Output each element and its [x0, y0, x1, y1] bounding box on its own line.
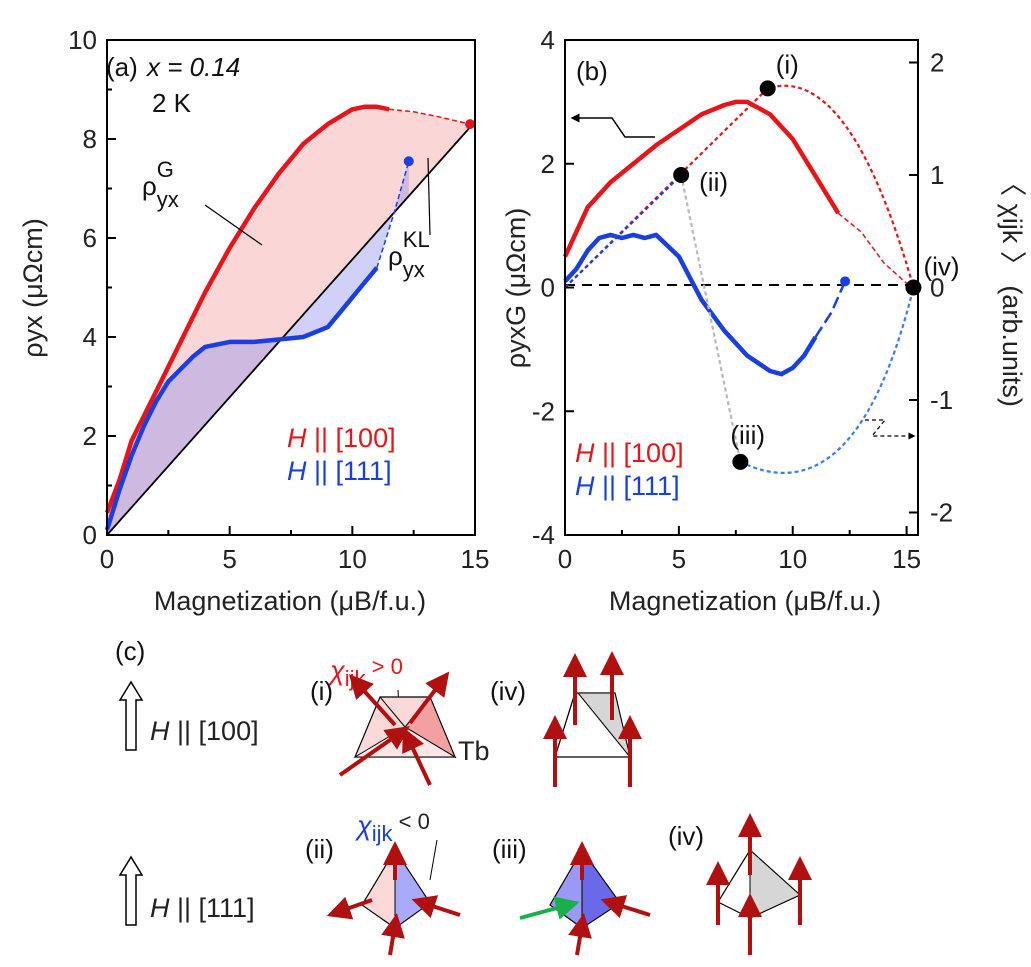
series-100-line-a [104, 104, 390, 514]
legend-a-100: H || [100] [287, 423, 396, 453]
field-arrow-111-icon [118, 855, 144, 926]
y-tick-label-a: 10 [68, 25, 97, 55]
endpoint-100-a [465, 119, 476, 130]
chi-point [673, 167, 690, 183]
series-111-extrap-b [814, 280, 847, 338]
series-100-line-b [562, 99, 841, 258]
y-tick-label-b: 2 [541, 149, 555, 179]
endpoint-111-a [403, 156, 414, 167]
right-axis-arrow [865, 419, 916, 440]
x-tick-label-a: 0 [100, 544, 114, 574]
y-tick-label-a: 2 [83, 421, 97, 451]
chi-transition-line [680, 174, 742, 463]
series-100-extrap-a [389, 108, 471, 125]
left-axis-arrow [570, 113, 655, 138]
tetrahedron-iv-100: (iv) [490, 651, 642, 787]
legend-a-111: H || [111] [287, 456, 392, 486]
fill-area-111 [107, 161, 409, 536]
rho-g-label: ρyxG [142, 157, 179, 212]
y-tick-label-b: 0 [541, 273, 555, 303]
y-tick-label-b: -4 [532, 520, 555, 550]
field-label-111: H || [111] [150, 893, 255, 923]
field-label-100: H || [100] [150, 716, 259, 746]
panel-b-label: (b) [576, 56, 608, 86]
series-rho-kl-line [106, 121, 476, 536]
legend-b-111: H || [111] [575, 471, 680, 501]
tetrahedron-iv-111: (iv) [668, 813, 812, 955]
y-tick-label-a: 0 [83, 520, 97, 550]
chi-point [759, 80, 776, 97]
tile-i-label: (i) [310, 676, 333, 706]
tile-iv-100-label: (iv) [490, 676, 526, 706]
panel-b-ylabel: ρyxG (μΩcm) [501, 208, 531, 369]
tetrahedron-iii: (iii) [492, 834, 651, 956]
panel-a: 0 5 10 15 0 2 4 6 8 10 (a) x = 0.14 2 K ρyxG ρyxK… [18, 25, 489, 616]
x-tick-label-b: 10 [778, 544, 807, 574]
panel-a-xlabel: Magnetization (μB/f.u.) [154, 586, 426, 616]
tile-iv-111-label: (iv) [668, 821, 704, 851]
x-tick-label-a: 10 [338, 544, 367, 574]
y2-tick-label: 1 [930, 160, 944, 190]
x-tick-label-a: 5 [222, 544, 236, 574]
y2-tick-label: -2 [930, 498, 953, 528]
x-tick-label-a: 15 [461, 544, 490, 574]
rho-g-leader [204, 204, 263, 246]
tetrahedron-ii: (ii) [305, 834, 461, 956]
panel-b-y2label: 〈 χijk 〉 (arb.units) [997, 169, 1027, 407]
y2-tick-label: 2 [930, 48, 944, 78]
chi-curve-100 [564, 84, 915, 289]
chi-point-label: (iii) [730, 420, 765, 450]
tile-iii-label: (iii) [492, 834, 527, 864]
panel-a-ylabel: ρyx (μΩcm) [18, 218, 48, 358]
tile-ii-label: (ii) [305, 834, 334, 864]
y-tick-label-a: 6 [83, 223, 97, 253]
endpoint-111-b [840, 276, 851, 287]
chi-point [905, 279, 922, 296]
panel-a-temperature: 2 K [152, 88, 192, 118]
tb-label: Tb [458, 736, 490, 766]
chi-negative-label: χijk < 0 [355, 809, 430, 846]
legend-b-100: H || [100] [575, 438, 684, 468]
chi-curve-111 [739, 287, 915, 474]
panel-c: (c) H || [100] H || [111] χijk > 0 χijk … [115, 636, 812, 956]
chi-segment-111 [564, 174, 682, 289]
fill-area-100 [107, 106, 471, 536]
rho-kl-label: ρyxKL [388, 227, 430, 282]
series-111-extrap-a [376, 161, 410, 268]
x-tick-label-b: 0 [558, 544, 572, 574]
x-tick-label-b: 15 [892, 544, 921, 574]
series-100-extrap-b [837, 212, 912, 289]
chi-positive-label: χijk > 0 [328, 654, 403, 691]
y-tick-label-a: 8 [83, 124, 97, 154]
series-111-line-a [104, 266, 379, 531]
x-tick-label-b: 5 [672, 544, 686, 574]
tetrahedron-i: (i) [310, 671, 457, 786]
panel-b-xlabel: Magnetization (μB/f.u.) [609, 586, 881, 616]
panel-a-label: (a) [106, 52, 138, 82]
chi-point-label: (i) [776, 49, 799, 79]
chi-point-label: (iv) [923, 252, 959, 282]
panel-b: 0 5 10 15 -4 -2 0 2 4 -2 -1 0 1 2 (i) (ii) (iii) (iv) (b… [501, 25, 1027, 616]
panel-a-composition: x = 0.14 [145, 52, 240, 82]
chi-point [732, 453, 749, 470]
rho-kl-leader [427, 157, 431, 236]
field-arrow-100-icon [118, 680, 144, 751]
y2-tick-label: 0 [930, 273, 944, 303]
y-tick-label-b: 4 [541, 25, 555, 55]
y-tick-label-a: 4 [83, 322, 97, 352]
chi-point-label: (ii) [699, 167, 728, 197]
panel-c-label: (c) [115, 636, 145, 666]
series-111-line-b [563, 232, 818, 377]
y-tick-label-b: -2 [532, 396, 555, 426]
y2-tick-label: -1 [930, 385, 953, 415]
chi-negative-leader [429, 839, 438, 881]
